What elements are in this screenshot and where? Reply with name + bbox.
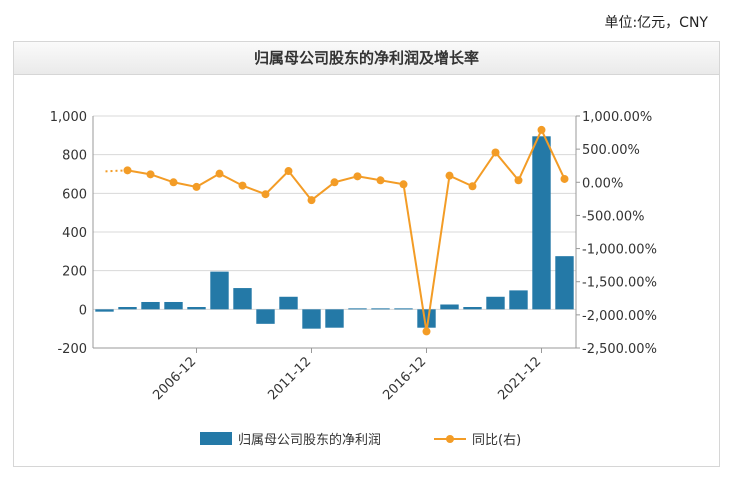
y-right-tick-label: -2,500.00%: [582, 342, 657, 357]
bar: [371, 308, 390, 310]
line-series: [127, 127, 566, 332]
y-right-tick-label: -1,500.00%: [582, 276, 657, 291]
bar: [532, 136, 551, 310]
legend-swatch-marker: [446, 435, 454, 443]
y-left-tick-label: 600: [62, 187, 87, 202]
x-tick-label: 2016-12: [380, 354, 429, 403]
unit-label: 单位:亿元，CNY: [604, 15, 708, 31]
y-right-tick-label: 1,000.00%: [582, 110, 652, 125]
bar: [302, 309, 321, 329]
x-tick-label: 2021-12: [495, 354, 544, 403]
y-left-tick-label: 800: [62, 149, 87, 164]
bar: [164, 301, 183, 310]
bar: [210, 271, 229, 310]
line-point: [330, 178, 339, 187]
line-point: [491, 148, 500, 157]
y-left-tick-label: 400: [62, 226, 87, 241]
line-point: [376, 176, 385, 185]
bar: [463, 307, 482, 310]
chart-title: 归属母公司股东的净利润及增长率: [14, 42, 719, 75]
y-left-tick-label: 1,000: [50, 110, 87, 125]
y-left-tick-label: 0: [79, 303, 87, 318]
line-point: [146, 170, 155, 179]
line-point: [307, 196, 316, 205]
line-point: [123, 166, 132, 175]
legend-label-bar: 归属母公司股东的净利润: [238, 432, 381, 448]
y-right-tick-label: 0.00%: [582, 176, 623, 191]
line-point: [422, 327, 431, 336]
y-right-tick-label: -1,000.00%: [582, 243, 657, 258]
legend-swatch-bar: [200, 432, 232, 445]
bar: [141, 301, 160, 310]
line-lead-in: [105, 169, 128, 173]
x-tick-label: 2011-12: [265, 354, 314, 403]
line-point: [445, 171, 454, 180]
bar: [509, 290, 528, 310]
bar: [256, 309, 275, 324]
bar: [555, 256, 574, 310]
line-point: [468, 182, 477, 191]
line-point: [169, 178, 178, 187]
line-point: [399, 180, 408, 189]
line-point: [284, 167, 293, 176]
bar: [440, 304, 459, 310]
bar: [233, 288, 252, 310]
bar: [394, 308, 413, 310]
line-point: [261, 190, 270, 199]
line-point: [192, 182, 201, 191]
line-point: [353, 172, 362, 181]
line-point: [514, 176, 523, 185]
line-point: [537, 125, 546, 134]
line-point: [560, 174, 569, 183]
legend-label-line: 同比(右): [472, 433, 521, 448]
x-tick-label: 2006-12: [150, 354, 199, 403]
y-left-tick-label: -200: [57, 342, 87, 357]
chart-panel: 归属母公司股东的净利润及增长率 1,000 800 600 400 200 0 -200 1,…: [13, 41, 720, 467]
bar: [95, 309, 114, 312]
chart-svg: 1,000 800 600 400 200 0 -200 1,000.00% 500.00% 0.…: [50, 110, 657, 448]
bar: [187, 307, 206, 310]
line-point: [215, 169, 224, 178]
line-point: [238, 181, 247, 190]
bar: [118, 307, 137, 310]
y-right-tick-label: 500.00%: [582, 143, 640, 158]
y-right-tick-label: -500.00%: [582, 209, 645, 224]
bar: [417, 309, 436, 328]
bar: [279, 296, 298, 310]
y-right-tick-label: -2,000.00%: [582, 309, 657, 324]
bar: [348, 308, 367, 310]
bar: [486, 296, 505, 310]
bar: [325, 309, 344, 328]
y-left-tick-label: 200: [62, 265, 87, 280]
